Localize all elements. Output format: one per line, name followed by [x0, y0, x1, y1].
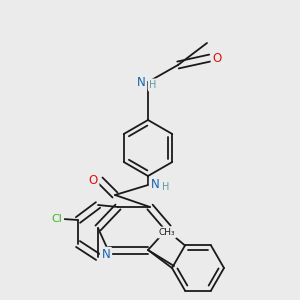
Text: N: N: [136, 76, 146, 88]
Text: H: H: [162, 182, 170, 192]
Text: H: H: [149, 80, 157, 90]
Text: Cl: Cl: [52, 214, 62, 224]
Text: CH₃: CH₃: [159, 228, 175, 237]
Text: O: O: [212, 52, 222, 64]
Text: N: N: [102, 248, 110, 262]
Text: N: N: [151, 178, 159, 191]
Text: O: O: [88, 173, 98, 187]
